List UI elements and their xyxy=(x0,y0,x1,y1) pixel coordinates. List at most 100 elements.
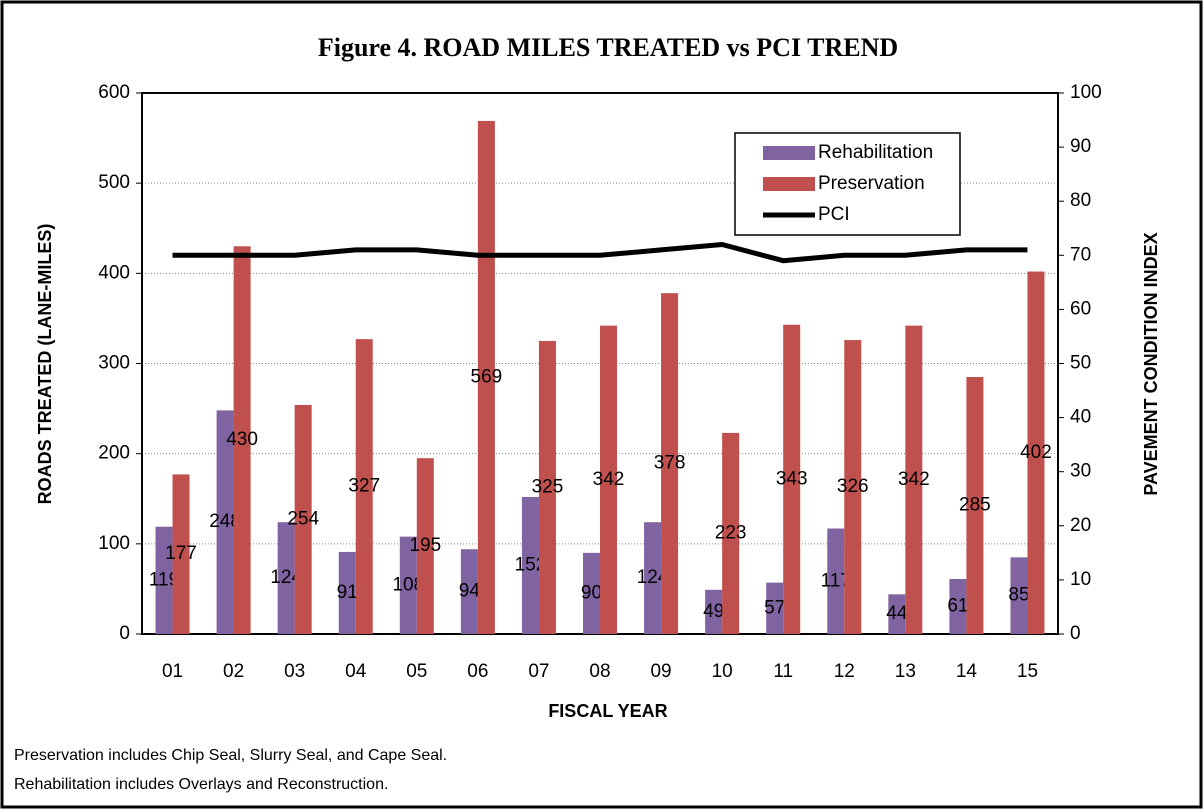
bar xyxy=(705,589,723,634)
bar xyxy=(233,246,251,635)
bar xyxy=(1027,271,1045,634)
bar xyxy=(888,594,906,634)
y2-axis-title: PAVEMENT CONDITION INDEX xyxy=(1141,232,1161,495)
data-label: 195 xyxy=(409,535,441,556)
data-label: 248 xyxy=(209,511,241,532)
bar xyxy=(766,582,784,634)
bar xyxy=(477,120,495,635)
bar xyxy=(644,522,662,634)
bar xyxy=(905,325,923,634)
x-tick-label: 03 xyxy=(284,661,305,682)
data-label: 342 xyxy=(593,469,625,490)
data-label: 124 xyxy=(637,567,669,588)
chart-title: Figure 4. ROAD MILES TREATED vs PCI TREN… xyxy=(318,33,898,62)
data-label: 326 xyxy=(837,476,869,497)
bar xyxy=(355,339,373,634)
footnote: Preservation includes Chip Seal, Slurry … xyxy=(14,747,447,764)
data-label: 61 xyxy=(947,596,968,617)
bar xyxy=(338,551,356,634)
bar xyxy=(538,340,556,634)
bar xyxy=(277,522,295,634)
data-label: 378 xyxy=(654,453,686,474)
data-label: 402 xyxy=(1020,442,1052,463)
x-tick-label: 04 xyxy=(345,661,367,682)
x-tick-label: 07 xyxy=(528,661,549,682)
data-label: 254 xyxy=(287,509,319,530)
data-label: 124 xyxy=(270,567,302,588)
x-tick-label: 13 xyxy=(895,661,916,682)
data-label: 152 xyxy=(515,554,547,575)
bar xyxy=(216,410,234,634)
y2-tick-label: 0 xyxy=(1070,623,1081,644)
data-label: 91 xyxy=(337,582,358,603)
data-label: 94 xyxy=(459,581,481,602)
y2-tick-label: 100 xyxy=(1070,82,1102,103)
data-label: 327 xyxy=(348,476,380,497)
data-label: 285 xyxy=(959,495,991,516)
legend-label: PCI xyxy=(818,204,850,225)
bar xyxy=(600,325,617,634)
y2-tick-label: 40 xyxy=(1070,407,1091,428)
data-label: 85 xyxy=(1008,585,1029,606)
data-label: 569 xyxy=(471,366,503,387)
x-tick-label: 11 xyxy=(773,661,793,682)
bar xyxy=(722,432,740,634)
data-label: 119 xyxy=(149,569,179,590)
x-tick-label: 09 xyxy=(650,661,671,682)
y-tick-label: 400 xyxy=(98,262,130,283)
y-tick-label: 500 xyxy=(98,172,130,193)
y2-tick-label: 80 xyxy=(1070,190,1091,211)
data-label: 90 xyxy=(581,582,602,603)
bar xyxy=(172,474,190,634)
footnote: Rehabilitation includes Overlays and Rec… xyxy=(14,776,388,793)
data-label: 57 xyxy=(764,597,785,618)
x-tick-label: 12 xyxy=(834,661,855,682)
y-tick-label: 100 xyxy=(98,533,130,554)
data-label: 117 xyxy=(821,570,851,591)
legend-swatch xyxy=(763,146,815,160)
x-axis-title: FISCAL YEAR xyxy=(548,701,667,721)
data-label: 430 xyxy=(226,429,258,450)
bar xyxy=(583,552,600,634)
data-label: 223 xyxy=(715,522,747,543)
x-tick-label: 14 xyxy=(956,661,978,682)
bar xyxy=(661,293,679,634)
data-label: 108 xyxy=(392,574,424,595)
y-tick-label: 300 xyxy=(98,353,130,374)
y-axis-title: ROADS TREATED (LANE-MILES) xyxy=(35,224,55,505)
legend-label: Preservation xyxy=(818,173,925,194)
y2-tick-label: 10 xyxy=(1070,569,1091,590)
bar xyxy=(966,377,984,634)
bar xyxy=(1010,557,1028,634)
data-label: 44 xyxy=(886,603,908,624)
x-tick-label: 06 xyxy=(467,661,488,682)
bar xyxy=(294,404,312,634)
bar xyxy=(949,578,967,634)
x-tick-label: 08 xyxy=(589,661,610,682)
bar xyxy=(844,340,862,634)
bar xyxy=(460,549,478,634)
data-label: 343 xyxy=(776,468,808,489)
y-tick-label: 0 xyxy=(119,623,130,644)
x-tick-label: 05 xyxy=(406,661,427,682)
y-tick-label: 200 xyxy=(98,443,130,464)
legend-swatch xyxy=(763,177,815,191)
bar xyxy=(783,324,801,634)
data-label: 49 xyxy=(703,601,724,622)
y2-tick-label: 70 xyxy=(1070,244,1091,265)
bar xyxy=(155,526,173,634)
data-label: 177 xyxy=(165,543,197,564)
x-tick-label: 15 xyxy=(1017,661,1038,682)
bar xyxy=(521,496,539,634)
y-tick-label: 600 xyxy=(98,82,130,103)
bar xyxy=(827,528,845,634)
bar xyxy=(399,536,417,634)
line xyxy=(172,241,1028,264)
y2-tick-label: 30 xyxy=(1070,461,1091,482)
x-tick-label: 10 xyxy=(712,661,733,682)
y2-tick-label: 60 xyxy=(1070,298,1091,319)
y2-tick-label: 90 xyxy=(1070,136,1091,157)
y2-tick-label: 20 xyxy=(1070,515,1091,536)
x-tick-label: 01 xyxy=(162,661,183,682)
